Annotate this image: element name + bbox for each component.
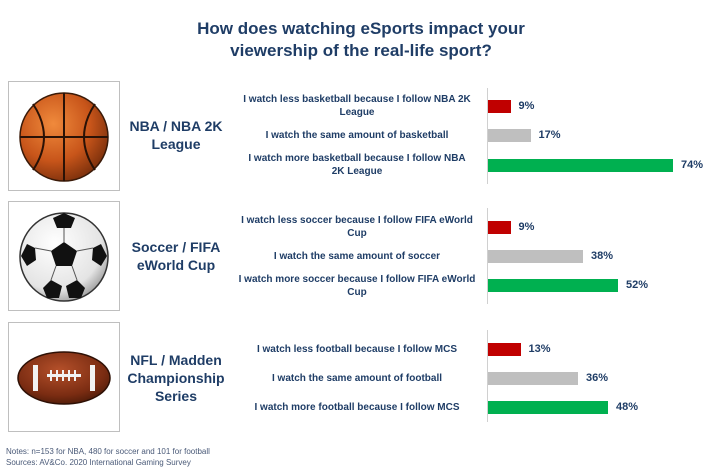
sport-name-line: NBA / NBA 2K: [129, 118, 223, 134]
bar-label-line: I watch more soccer because I follow FIF…: [238, 274, 476, 285]
football-image-box: [8, 322, 120, 432]
axis-line: [487, 330, 488, 422]
sport-name-soccer: Soccer / FIFA eWorld Cup: [124, 238, 228, 274]
soccer-ball-icon: [19, 212, 109, 302]
soccer-image-box: [8, 201, 120, 311]
bar-label: I watch more basketball because I follow…: [232, 152, 482, 178]
bar-label: I watch more soccer because I follow FIF…: [232, 273, 482, 299]
bar-same-football: [488, 372, 578, 385]
bar-label-line: Cup: [347, 228, 367, 239]
american-football-icon: [17, 351, 111, 405]
bar-label: I watch less football because I follow M…: [232, 343, 482, 356]
bar-label: I watch more football because I follow M…: [232, 401, 482, 414]
bar-same-basketball: [488, 129, 531, 142]
bar-label-line: I watch the same amount of basketball: [265, 130, 449, 141]
sources-line: Sources: AV&Co. 2020 International Gamin…: [6, 458, 191, 467]
bar-label: I watch the same amount of football: [232, 372, 482, 385]
bar-value: 13%: [528, 343, 551, 355]
sport-name-nfl: NFL / Madden Championship Series: [124, 351, 228, 405]
notes-line: Notes: n=153 for NBA, 480 for soccer and…: [6, 447, 210, 456]
axis-line: [487, 88, 488, 184]
chart-title-line-1: How does watching eSports impact your: [197, 19, 525, 38]
sport-name-line: League: [151, 136, 201, 152]
chart-notes: Notes: n=153 for NBA, 480 for soccer and…: [6, 446, 210, 468]
basketball-icon: [19, 92, 109, 182]
bar-label-line: 2K League: [331, 166, 383, 177]
axis-line: [487, 208, 488, 304]
bar-label-line: I watch the same amount of soccer: [273, 251, 441, 262]
sport-name-line: Soccer / FIFA: [131, 239, 221, 255]
bar-more-basketball: [488, 159, 673, 172]
sport-name-line: eWorld Cup: [136, 257, 216, 273]
bar-label-line: I watch less soccer because I follow FIF…: [241, 215, 473, 226]
bar-label-line: I watch the same amount of football: [271, 373, 442, 384]
bar-less-soccer: [488, 221, 511, 234]
bar-value: 74%: [681, 159, 704, 171]
bar-label-line: Cup: [347, 287, 367, 298]
bar-label: I watch the same amount of basketball: [232, 129, 482, 142]
bar-value: 36%: [586, 372, 609, 384]
bar-value: 52%: [626, 279, 649, 291]
basketball-image-box: [8, 81, 120, 191]
sport-name-line: Championship: [127, 370, 225, 386]
sport-name-nba: NBA / NBA 2K League: [124, 117, 228, 153]
bar-value: 9%: [518, 100, 535, 112]
bar-more-football: [488, 401, 608, 414]
bar-value: 38%: [591, 250, 614, 262]
bar-label: I watch the same amount of soccer: [232, 250, 482, 263]
bar-same-soccer: [488, 250, 583, 263]
bar-value: 9%: [518, 221, 535, 233]
bar-label-line: I watch less football because I follow M…: [256, 344, 458, 355]
bar-less-basketball: [488, 100, 511, 113]
bar-value: 48%: [616, 401, 639, 413]
bar-label-line: League: [339, 107, 375, 118]
bar-value: 17%: [538, 129, 561, 141]
bar-label: I watch less soccer because I follow FIF…: [232, 214, 482, 240]
sport-name-line: NFL / Madden: [130, 352, 222, 368]
chart-title-line-2: viewership of the real-life sport?: [230, 41, 492, 60]
bar-label-line: I watch less basketball because I follow…: [243, 94, 471, 105]
bar-label-line: I watch more football because I follow M…: [254, 402, 460, 413]
chart-title: How does watching eSports impact your vi…: [0, 18, 722, 62]
bar-label-line: I watch more basketball because I follow…: [248, 153, 466, 164]
bar-more-soccer: [488, 279, 618, 292]
sport-name-line: Series: [154, 388, 198, 404]
bar-label: I watch less basketball because I follow…: [232, 93, 482, 119]
bar-less-football: [488, 343, 521, 356]
